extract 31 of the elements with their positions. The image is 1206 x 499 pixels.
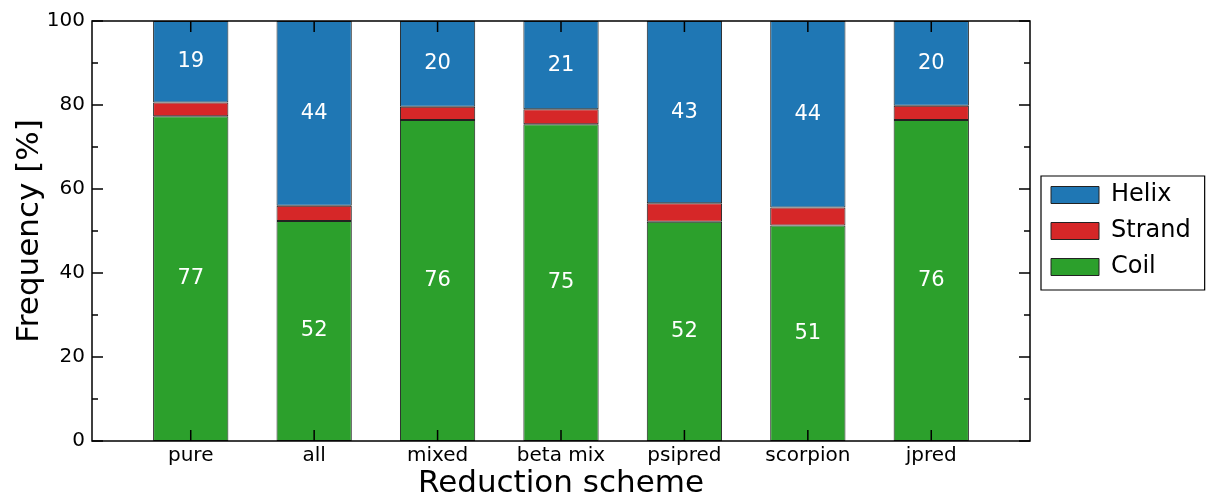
- data-label: 51: [794, 319, 822, 344]
- data-label: 76: [917, 267, 945, 292]
- legend-label: Coil: [1111, 251, 1156, 280]
- x-tick-label: psipred: [647, 442, 722, 467]
- data-label: 44: [300, 99, 328, 124]
- data-label: 19: [177, 48, 205, 73]
- y-tick-label: 40: [59, 259, 85, 284]
- x-tick-label: beta mix: [516, 442, 606, 467]
- y-axis-title: Frequency [%]: [8, 119, 45, 343]
- data-label: 52: [300, 317, 328, 342]
- y-tick-label: 20: [59, 343, 85, 368]
- x-tick-label: mixed: [406, 442, 469, 467]
- data-label: 20: [917, 49, 945, 74]
- y-tick-label: 60: [59, 175, 85, 200]
- data-label: 44: [794, 100, 822, 125]
- y-tick-label: 0: [72, 427, 85, 452]
- x-tick-label: all: [302, 442, 326, 467]
- data-label: 76: [424, 267, 451, 292]
- x-tick-label: jpred: [904, 442, 957, 467]
- data-label: 77: [177, 265, 205, 290]
- y-tick-label: 100: [46, 7, 85, 32]
- data-label: 21: [547, 51, 575, 76]
- legend-label: Strand: [1111, 215, 1191, 244]
- legend-label: Helix: [1111, 179, 1172, 208]
- data-label: 20: [424, 50, 451, 75]
- data-label: 52: [671, 317, 698, 342]
- data-label: 75: [547, 269, 575, 294]
- y-tick-label: 80: [59, 91, 85, 116]
- x-tick-label: scorpion: [765, 442, 851, 467]
- x-tick-label: pure: [168, 442, 214, 467]
- data-label: 43: [671, 98, 698, 123]
